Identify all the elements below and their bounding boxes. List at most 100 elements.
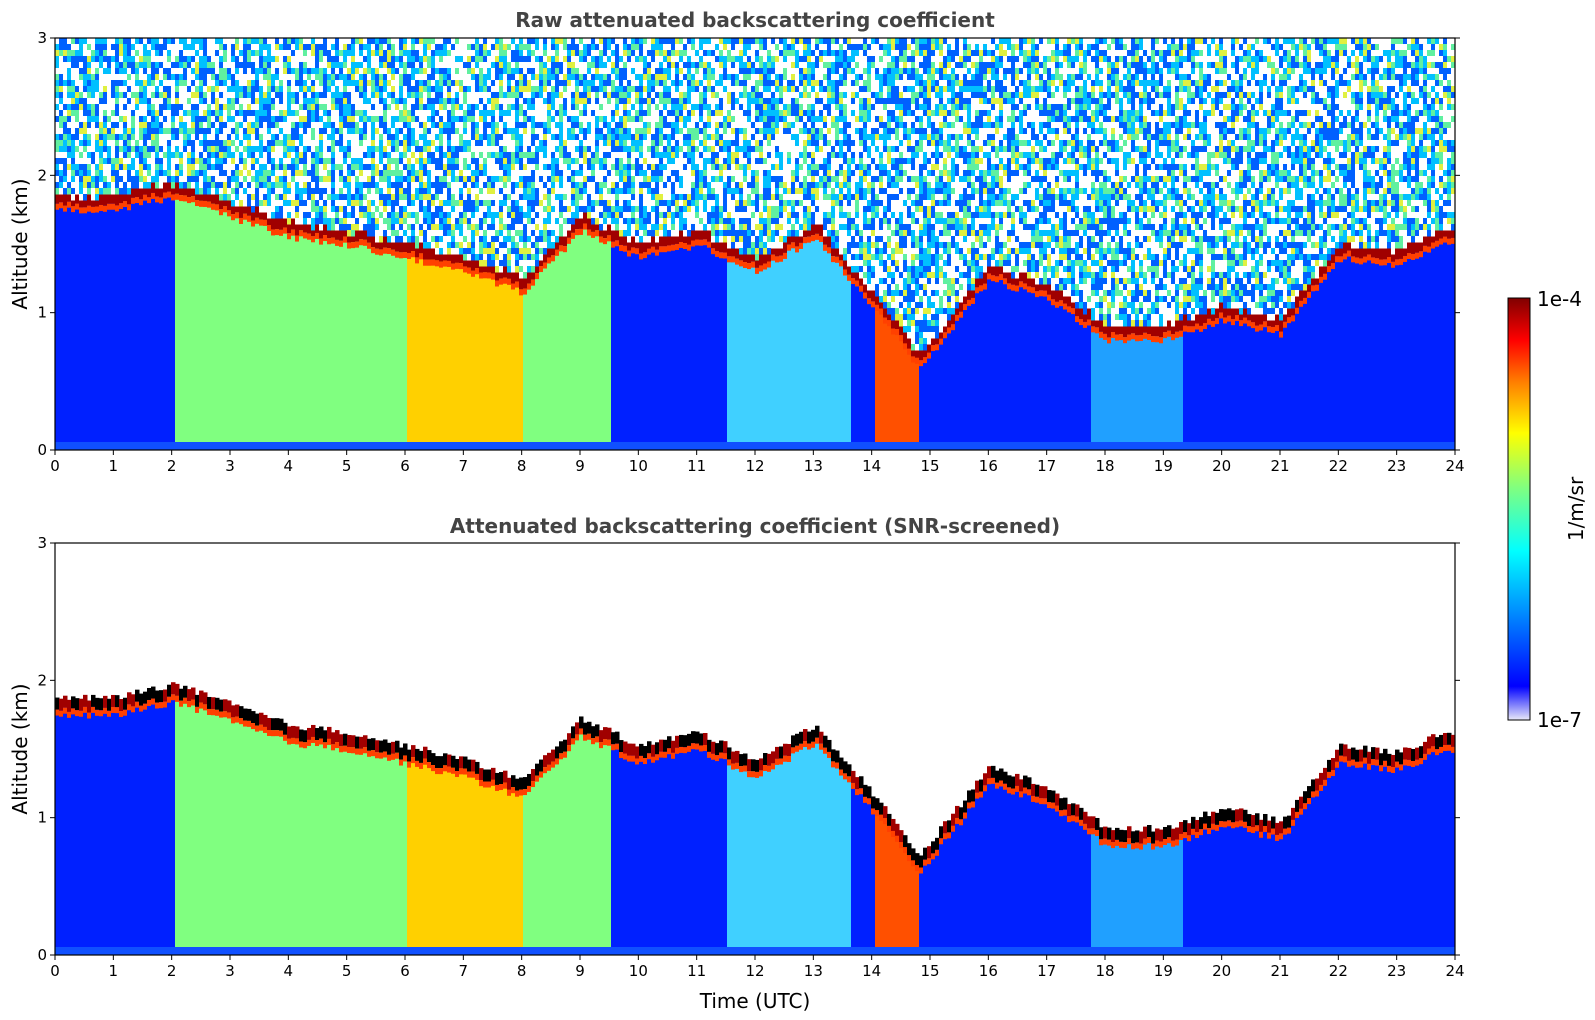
noise-cell bbox=[447, 194, 452, 201]
noise-cell bbox=[251, 56, 256, 63]
noise-cell bbox=[319, 62, 324, 69]
noise-cell bbox=[539, 44, 544, 51]
noise-cell bbox=[375, 50, 380, 57]
noise-cell bbox=[267, 170, 272, 177]
noise-cell bbox=[155, 44, 160, 51]
noise-cell bbox=[171, 134, 176, 141]
noise-cell bbox=[587, 188, 592, 195]
surface-cell bbox=[603, 442, 608, 450]
noise-cell bbox=[507, 80, 512, 87]
noise-cell bbox=[555, 62, 560, 69]
noise-cell bbox=[555, 158, 560, 165]
noise-cell bbox=[131, 38, 136, 45]
noise-cell bbox=[407, 194, 412, 201]
noise-cell bbox=[519, 38, 524, 45]
noise-cell bbox=[467, 152, 472, 159]
noise-cell bbox=[579, 50, 584, 57]
noise-cell bbox=[295, 212, 300, 219]
noise-cell bbox=[455, 38, 460, 45]
noise-cell bbox=[539, 92, 544, 99]
noise-cell bbox=[343, 158, 348, 165]
noise-cell bbox=[67, 116, 72, 123]
noise-cell bbox=[295, 62, 300, 69]
noise-cell bbox=[439, 164, 444, 171]
noise-cell bbox=[91, 62, 96, 69]
noise-cell bbox=[511, 80, 516, 87]
noise-cell bbox=[571, 44, 576, 51]
noise-cell bbox=[607, 68, 612, 75]
noise-cell bbox=[223, 158, 228, 165]
noise-cell bbox=[111, 170, 116, 177]
noise-cell bbox=[131, 128, 136, 135]
noise-cell bbox=[267, 116, 272, 123]
noise-cell bbox=[587, 146, 592, 153]
noise-cell bbox=[403, 176, 408, 183]
surface-cell bbox=[235, 442, 240, 450]
noise-cell bbox=[479, 92, 484, 99]
heat-cell bbox=[91, 204, 96, 450]
noise-cell bbox=[275, 170, 280, 177]
noise-cell bbox=[163, 110, 168, 117]
noise-cell bbox=[351, 158, 356, 165]
noise-cell bbox=[287, 200, 292, 207]
surface-cell bbox=[123, 442, 128, 450]
noise-cell bbox=[483, 248, 488, 255]
noise-cell bbox=[287, 86, 292, 93]
noise-cell bbox=[447, 140, 452, 147]
surface-cell bbox=[475, 442, 480, 450]
noise-cell bbox=[351, 170, 356, 177]
noise-cell bbox=[575, 98, 580, 105]
noise-cell bbox=[127, 86, 132, 93]
noise-cell bbox=[487, 158, 492, 165]
noise-cell bbox=[335, 74, 340, 81]
noise-cell bbox=[263, 200, 268, 207]
noise-cell bbox=[607, 38, 612, 45]
noise-cell bbox=[487, 182, 492, 189]
noise-cell bbox=[567, 218, 572, 225]
noise-cell bbox=[147, 38, 152, 45]
noise-cell bbox=[451, 230, 456, 237]
noise-cell bbox=[603, 158, 608, 165]
noise-cell bbox=[55, 182, 60, 189]
noise-cell bbox=[359, 62, 364, 69]
noise-cell bbox=[435, 50, 440, 57]
noise-cell bbox=[95, 92, 100, 99]
noise-cell bbox=[535, 80, 540, 87]
noise-cell bbox=[159, 74, 164, 81]
noise-cell bbox=[551, 200, 556, 207]
noise-cell bbox=[463, 38, 468, 45]
noise-cell bbox=[575, 212, 580, 219]
noise-cell bbox=[611, 74, 616, 81]
noise-cell bbox=[419, 230, 424, 237]
cloud-edge-cell bbox=[271, 229, 276, 236]
noise-cell bbox=[407, 98, 412, 105]
noise-cell bbox=[391, 62, 396, 69]
noise-cell bbox=[563, 230, 568, 237]
noise-cell bbox=[531, 128, 536, 135]
noise-cell bbox=[147, 92, 152, 99]
noise-cell bbox=[611, 212, 616, 219]
noise-cell bbox=[223, 44, 228, 51]
noise-cell bbox=[59, 188, 64, 195]
noise-cell bbox=[211, 122, 216, 129]
noise-cell bbox=[567, 92, 572, 99]
noise-cell bbox=[507, 248, 512, 255]
surface-cell bbox=[203, 442, 208, 450]
noise-cell bbox=[323, 146, 328, 153]
noise-cell bbox=[507, 242, 512, 249]
noise-cell bbox=[207, 188, 212, 195]
noise-cell bbox=[55, 110, 60, 117]
noise-cell bbox=[223, 80, 228, 87]
noise-cell bbox=[599, 218, 604, 225]
noise-cell bbox=[287, 92, 292, 99]
noise-cell bbox=[287, 170, 292, 177]
noise-cell bbox=[167, 56, 172, 63]
noise-cell bbox=[403, 140, 408, 147]
noise-cell bbox=[139, 146, 144, 153]
top-heatmap bbox=[55, 38, 1455, 450]
heat-cell bbox=[99, 202, 104, 450]
noise-cell bbox=[439, 224, 444, 231]
noise-cell bbox=[91, 56, 96, 63]
noise-cell bbox=[447, 68, 452, 75]
noise-cell bbox=[95, 74, 100, 81]
